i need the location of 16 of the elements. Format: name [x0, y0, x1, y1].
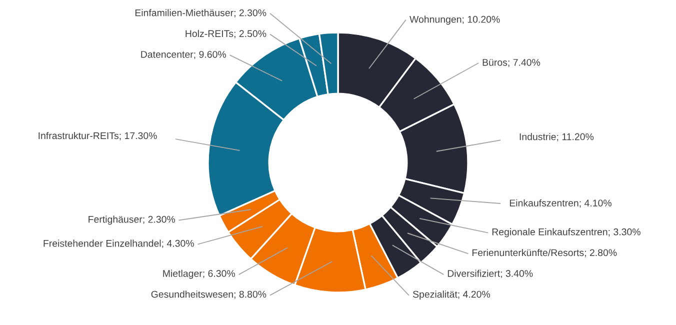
slice-label: Freistehender Einzelhandel; 4.30%: [44, 240, 194, 248]
slice-label: Infrastruktur-REITs; 17.30%: [38, 132, 157, 140]
slice-label: Holz-REITs; 2.50%: [186, 30, 266, 38]
slice-label: Mietlager; 6.30%: [163, 270, 235, 279]
slice-label: Büros; 7.40%: [482, 58, 540, 68]
slice-label: Wohnungen; 10.20%: [410, 16, 500, 25]
slice-label: Gesundheitswesen; 8.80%: [151, 290, 266, 299]
slice-label: Ferienunterkünfte/Resorts; 2.80%: [472, 248, 617, 258]
slice-label: Spezialität; 4.20%: [412, 290, 490, 300]
slice-label: Industrie; 11.20%: [520, 133, 594, 142]
slice-label: Fertighäuser; 2.30%: [88, 216, 176, 225]
slice-label: Einfamilien-Miethäuser; 2.30%: [135, 9, 266, 18]
slice-label: Datencenter; 9.60%: [141, 50, 226, 59]
slice-label: Regionale Einkaufszentren; 3.30%: [492, 228, 640, 238]
slice-label: Diversifiziert; 3.40%: [448, 270, 533, 278]
slice-label: Einkaufszentren; 4.10%: [510, 199, 612, 208]
